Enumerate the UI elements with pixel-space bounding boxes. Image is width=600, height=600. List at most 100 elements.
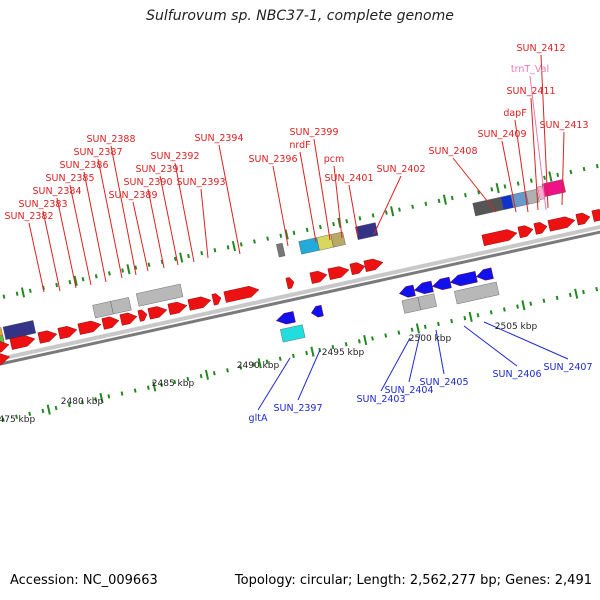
- feature-box: [135, 283, 184, 307]
- leader-line: [200, 188, 209, 259]
- major-tick: [204, 369, 210, 380]
- scale-label: 2485 kbp: [152, 379, 195, 389]
- leader-line: [463, 325, 518, 367]
- tick-mark: [186, 376, 190, 382]
- major-tick: [284, 229, 289, 240]
- gene-label: SUN_2403: [356, 394, 405, 405]
- tick-mark: [464, 192, 467, 198]
- tick-mark: [345, 219, 349, 224]
- leader-line: [97, 158, 123, 279]
- tick-mark: [292, 230, 296, 236]
- feature-box: [355, 222, 379, 240]
- tick-mark: [450, 195, 454, 201]
- tick-mark: [384, 210, 388, 215]
- reverse-gene-arrow: [311, 304, 324, 318]
- tick-mark: [134, 265, 138, 270]
- forward-gene-arrow: [533, 222, 548, 235]
- tick-mark: [305, 350, 309, 356]
- leader-line: [408, 333, 421, 383]
- forward-gene-arrow: [57, 326, 78, 340]
- tick-mark: [424, 201, 428, 207]
- tick-mark: [344, 342, 348, 347]
- tick-mark: [477, 190, 481, 195]
- tick-mark: [173, 379, 177, 385]
- gene-label: SUN_2408: [428, 146, 477, 157]
- tick-mark: [476, 313, 480, 318]
- tick-mark: [108, 271, 111, 276]
- tick-mark: [226, 368, 229, 373]
- leader-line: [28, 222, 45, 293]
- feature-box: [401, 296, 421, 314]
- tick-mark: [332, 221, 335, 227]
- forward-gene-arrow: [167, 301, 188, 316]
- major-tick: [20, 287, 26, 298]
- feature-box: [525, 188, 540, 205]
- tick-mark: [529, 301, 533, 306]
- tick-mark: [81, 400, 84, 405]
- tick-mark: [121, 268, 125, 273]
- gene-label: dapF: [503, 108, 526, 119]
- reverse-gene-arrow: [431, 276, 452, 291]
- feature-box: [454, 281, 500, 305]
- tick-mark: [68, 279, 72, 285]
- major-tick: [521, 300, 526, 311]
- major-tick: [46, 404, 51, 415]
- tick-mark: [28, 288, 32, 293]
- tick-mark: [94, 274, 98, 279]
- leader-line: [159, 175, 179, 266]
- forward-gene-arrow: [147, 306, 168, 320]
- tick-mark: [67, 402, 71, 408]
- leader-line: [333, 165, 343, 239]
- gene-label: SUN_2404: [384, 385, 433, 396]
- leader-line: [257, 357, 291, 411]
- scale-label: 2505 kbp: [495, 322, 538, 332]
- forward-gene-arrow: [119, 312, 138, 326]
- feature-box: [330, 231, 346, 248]
- tick-mark: [54, 405, 58, 411]
- leader-line: [218, 144, 241, 255]
- leader-line: [348, 184, 359, 237]
- major-tick: [442, 194, 447, 205]
- tick-mark: [160, 382, 163, 387]
- feature-box: [92, 301, 114, 319]
- gene-label: SUN_2399: [289, 127, 338, 138]
- gene-label: SUN_2389: [108, 190, 157, 201]
- leader-line: [530, 97, 539, 211]
- tick-mark: [542, 298, 546, 303]
- tick-mark: [15, 291, 19, 296]
- gene-label: SUN_2387: [73, 147, 122, 158]
- tick-mark: [516, 181, 520, 186]
- tick-mark: [279, 233, 283, 238]
- forward-gene-arrow: [77, 320, 102, 335]
- forward-gene-arrow: [363, 258, 384, 272]
- tick-mark: [423, 324, 427, 330]
- tick-mark: [173, 256, 177, 262]
- forward-gene-arrow: [349, 262, 366, 276]
- tick-mark: [490, 187, 494, 192]
- major-tick: [126, 264, 131, 275]
- tick-mark: [437, 198, 441, 204]
- forward-gene-arrow: [101, 316, 120, 330]
- tick-mark: [278, 356, 282, 361]
- leader-line: [380, 337, 411, 392]
- major-tick: [257, 358, 262, 369]
- gene-label: SUN_2384: [32, 186, 81, 197]
- accession-label: Accession: NC_009663: [10, 573, 158, 588]
- major-tick: [495, 182, 500, 194]
- tick-mark: [239, 242, 243, 247]
- tick-mark: [384, 333, 388, 338]
- tick-mark: [358, 216, 362, 221]
- tick-mark: [265, 359, 269, 364]
- tick-mark: [226, 245, 230, 250]
- tick-mark: [595, 286, 599, 292]
- gene-arrows: [0, 209, 600, 365]
- gene-label: nrdF: [289, 140, 310, 151]
- backbone-line: [0, 230, 600, 366]
- gene-label: gltA: [249, 413, 268, 424]
- forward-gene-arrow: [0, 353, 10, 365]
- leader-line: [452, 157, 497, 213]
- gene-label: SUN_2413: [539, 120, 588, 131]
- tick-mark: [516, 304, 519, 309]
- reverse-gene-arrow: [413, 280, 434, 295]
